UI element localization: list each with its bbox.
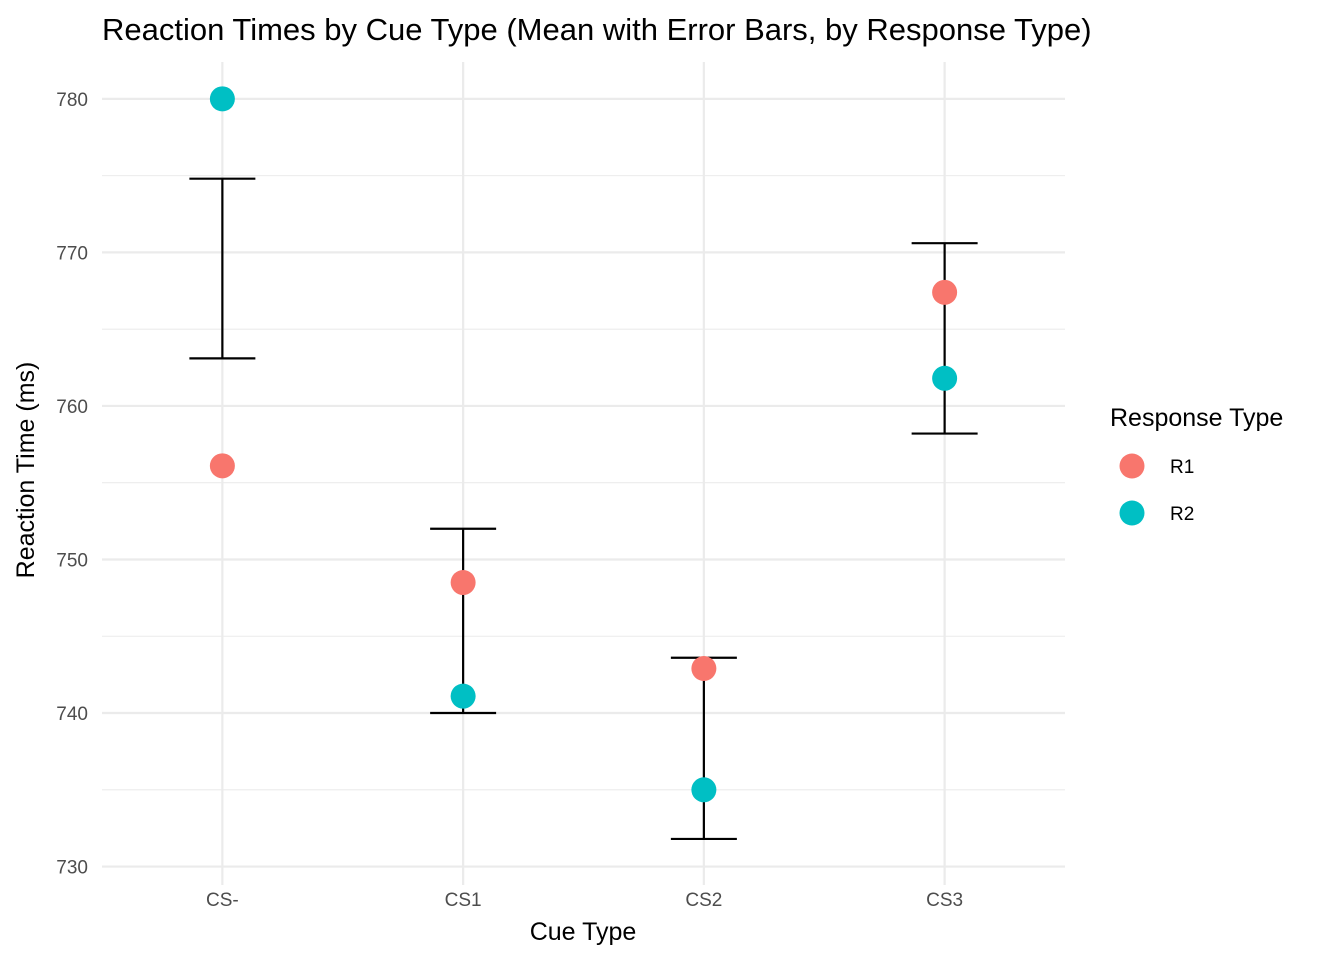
error-bar	[911, 242, 978, 435]
error-bar	[189, 177, 256, 360]
legend: Response Type R1 R2	[1110, 404, 1283, 526]
data-point-r2	[691, 777, 717, 803]
y-tick-label: 730	[56, 858, 88, 879]
error-bar	[670, 656, 737, 841]
data-point-r2	[932, 365, 958, 391]
y-axis-title: Reaction Time (ms)	[12, 362, 40, 579]
legend-label-r1: R1	[1170, 457, 1194, 478]
legend-key-r2	[1119, 500, 1145, 526]
legend-key-r1	[1119, 453, 1145, 479]
x-tick-label: CS-	[206, 890, 239, 911]
x-axis-ticks: CS- CS1 CS2 CS3	[206, 890, 963, 911]
error-bar	[430, 527, 497, 715]
y-tick-label: 760	[56, 397, 88, 418]
data-point-r1	[932, 279, 958, 305]
legend-label-r2: R2	[1170, 504, 1194, 525]
y-tick-label: 740	[56, 704, 88, 725]
x-axis-title: Cue Type	[530, 918, 637, 946]
data-point-r2	[450, 683, 476, 709]
chart-title: Reaction Times by Cue Type (Mean with Er…	[102, 12, 1092, 47]
data-point-r1	[450, 570, 476, 596]
data-point-r1	[209, 453, 235, 479]
y-tick-label: 780	[56, 90, 88, 111]
data-point-r1	[691, 656, 717, 682]
legend-title: Response Type	[1110, 404, 1283, 432]
x-tick-label: CS2	[685, 890, 722, 911]
data-point-r2	[209, 86, 235, 112]
data-points	[209, 86, 958, 803]
x-tick-label: CS1	[445, 890, 482, 911]
x-tick-label: CS3	[926, 890, 963, 911]
y-axis-ticks: 730 740 750 760 770 780	[56, 90, 88, 879]
y-tick-label: 750	[56, 550, 88, 571]
y-tick-label: 770	[56, 243, 88, 264]
error-bars	[189, 177, 978, 841]
grid	[102, 62, 1065, 885]
